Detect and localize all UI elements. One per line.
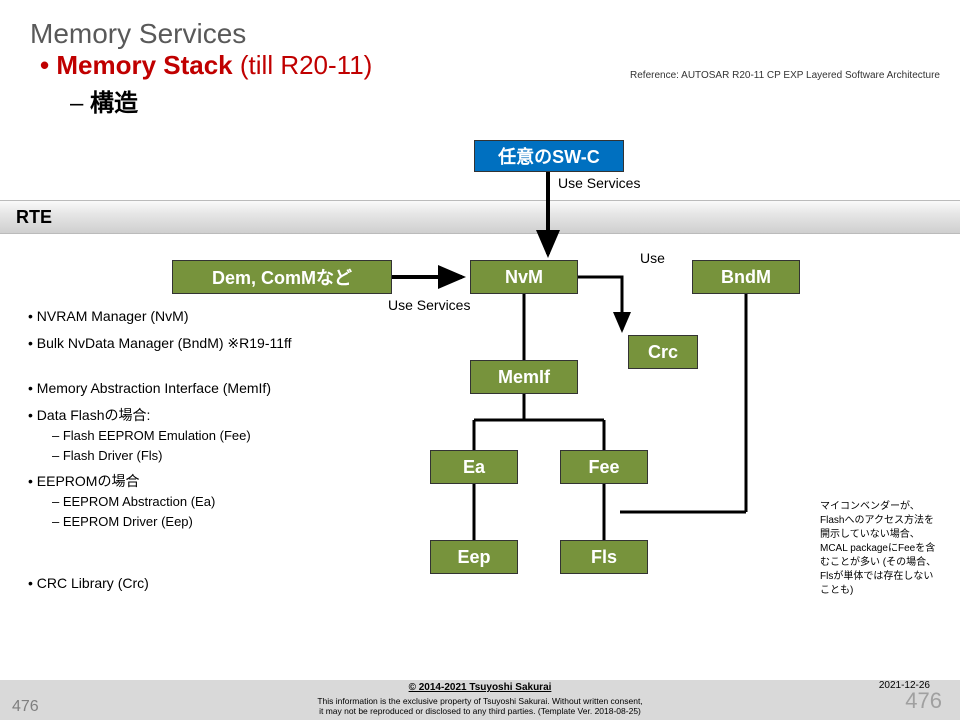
- sub-bullet-text: 構造: [90, 90, 138, 117]
- node-memif: MemIf: [470, 360, 578, 394]
- list-item: EEPROM Abstraction (Ea): [28, 492, 368, 512]
- node-bndm: BndM: [692, 260, 800, 294]
- footer-bar: 476 © 2014-2021 Tsuyoshi Sakurai This in…: [0, 680, 960, 720]
- list-item: Flash EEPROM Emulation (Fee): [28, 426, 368, 446]
- node-eep: Eep: [430, 540, 518, 574]
- side-note: マイコンベンダーが、Flashへのアクセス方法を開示していない場合、MCAL p…: [820, 500, 940, 598]
- label-use: Use: [640, 250, 665, 266]
- main-bullet-strong: Memory Stack: [56, 50, 232, 80]
- node-nvm: NvM: [470, 260, 578, 294]
- page-number-left: 476: [12, 698, 39, 716]
- footer-copyright: © 2014-2021 Tsuyoshi Sakurai: [409, 682, 552, 693]
- list-item: Data Flashの場合:: [28, 405, 368, 426]
- list-item: NVRAM Manager (NvM): [28, 306, 368, 327]
- node-fls: Fls: [560, 540, 648, 574]
- list-item: Memory Abstraction Interface (MemIf): [28, 378, 368, 399]
- rte-label: RTE: [16, 207, 52, 228]
- sub-bullet: – 構造: [0, 83, 960, 118]
- slide-title: Memory Services: [0, 0, 960, 50]
- page-number-right: 476: [905, 688, 942, 714]
- node-fee: Fee: [560, 450, 648, 484]
- node-dem: Dem, ComMなど: [172, 260, 392, 294]
- list-item: Bulk NvData Manager (BndM) ※R19-11ff: [28, 333, 368, 354]
- node-swc: 任意のSW-C: [474, 140, 624, 172]
- list-item: Flash Driver (Fls): [28, 446, 368, 466]
- node-crc: Crc: [628, 335, 698, 369]
- list-item: EEPROM Driver (Eep): [28, 512, 368, 532]
- list-item: CRC Library (Crc): [28, 573, 368, 594]
- footer-disclaimer: This information is the exclusive proper…: [317, 696, 642, 716]
- node-ea: Ea: [430, 450, 518, 484]
- left-text-list: NVRAM Manager (NvM) Bulk NvData Manager (…: [28, 300, 368, 594]
- main-bullet-light: (till R20-11): [233, 50, 373, 80]
- list-item: EEPROMの場合: [28, 471, 368, 492]
- rte-bar: RTE: [0, 200, 960, 234]
- reference-text: Reference: AUTOSAR R20-11 CP EXP Layered…: [630, 70, 940, 81]
- label-use-services-left: Use Services: [388, 297, 470, 313]
- label-use-services-top: Use Services: [558, 175, 640, 191]
